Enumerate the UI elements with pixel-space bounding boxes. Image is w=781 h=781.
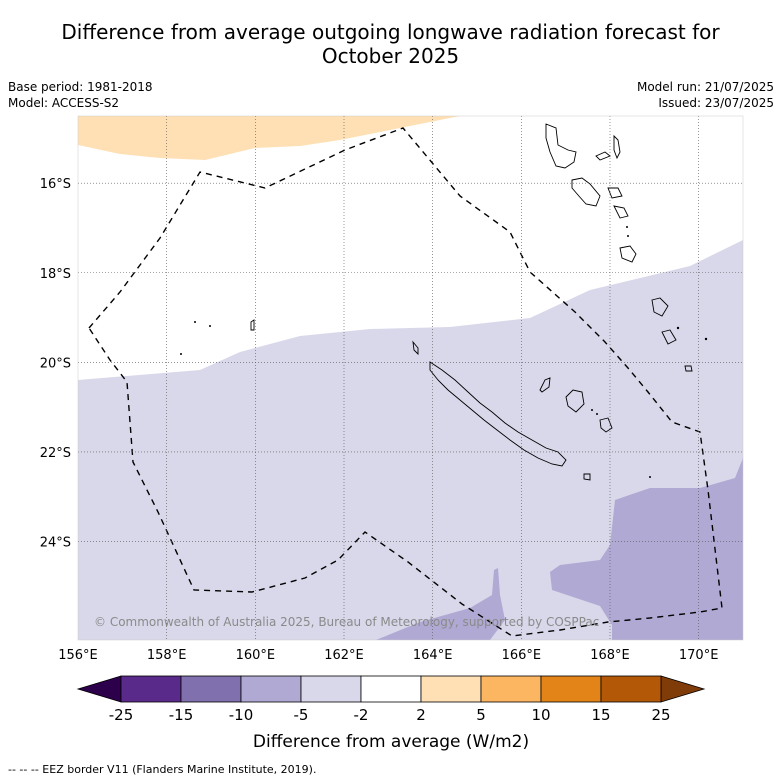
lon-tick-label: 168°E <box>590 648 630 663</box>
colorbar-tick-label: -5 <box>294 706 309 724</box>
colorbar-tick-label: -25 <box>109 706 134 724</box>
islet-10 <box>596 413 598 415</box>
colorbar-tick-label: -15 <box>169 706 194 724</box>
copyright-text: © Commonwealth of Australia 2025, Bureau… <box>94 615 599 629</box>
colorbar-tick-label: -2 <box>354 706 369 724</box>
coastlines <box>250 123 693 481</box>
lat-tick-label: 24°S <box>40 535 71 550</box>
chesterfield-reef <box>250 319 255 331</box>
islet-6 <box>704 337 708 341</box>
model-info-left: Base period: 1981-2018 Model: ACCESS-S2 <box>8 79 153 111</box>
lon-tick-label: 158°E <box>147 648 187 663</box>
base-period-text: Base period: 1981-2018 <box>8 80 153 94</box>
mare-island <box>599 417 613 433</box>
vanuatu-maewo <box>613 134 621 160</box>
lon-tick-label: 156°E <box>58 648 98 663</box>
small-islets <box>180 226 708 478</box>
colorbar-bin <box>420 675 482 703</box>
vanuatu-pentecost <box>607 187 623 199</box>
vanuatu-espiritu-santo <box>545 123 577 169</box>
longitude-labels: 156°E 158°E 160°E 162°E 164°E 166°E 168°E 170°E <box>58 648 718 663</box>
colorbar-tick-label: 15 <box>591 706 610 724</box>
model-name-text: Model: ACCESS-S2 <box>8 96 120 110</box>
anomaly-region-positive <box>78 116 460 160</box>
title-line-2: October 2025 <box>321 44 460 68</box>
colorbar-bin <box>540 675 602 703</box>
colorbar-tick-label: 5 <box>476 706 486 724</box>
isle-of-pines <box>583 473 591 481</box>
lat-tick-label: 18°S <box>40 267 71 282</box>
colorbar-extend-high <box>660 675 706 703</box>
colorbar-bin <box>600 675 662 703</box>
lifou-island <box>565 389 585 413</box>
anomaly-region-moderate-negative-2 <box>376 568 505 640</box>
islet-3 <box>180 353 182 355</box>
vanuatu-tanna <box>661 329 677 345</box>
latitude-labels: 16°S 18°S 20°S 22°S 24°S <box>40 177 71 550</box>
title-line-1: Difference from average outgoing longwav… <box>61 20 720 44</box>
colorbar-bin <box>480 675 542 703</box>
islet-2 <box>209 325 211 327</box>
anomaly-region-slight-negative <box>78 240 743 640</box>
map-area: © Commonwealth of Australia 2025, Bureau… <box>78 116 743 640</box>
issued-date-text: Issued: 23/07/2025 <box>658 96 774 110</box>
islet-8 <box>627 235 629 237</box>
islet-1 <box>194 321 196 323</box>
colorbar-bin <box>180 675 242 703</box>
colorbar-bin <box>300 675 362 703</box>
lat-tick-label: 20°S <box>40 356 71 371</box>
islet-5 <box>676 326 680 330</box>
model-info-right: Model run: 21/07/2025 Issued: 23/07/2025 <box>637 79 774 111</box>
colorbar: -25 -15 -10 -5 -2 2 5 10 15 25 Difference from av… <box>76 675 706 752</box>
vanuatu-aneityum <box>684 365 693 372</box>
colorbar-tick-label: 2 <box>416 706 426 724</box>
lon-tick-label: 170°E <box>679 648 719 663</box>
lon-tick-label: 166°E <box>502 648 542 663</box>
belep-islands <box>412 340 419 356</box>
lat-tick-label: 22°S <box>40 446 71 461</box>
colorbar-bin <box>120 675 182 703</box>
islet-4 <box>649 476 651 478</box>
ouvea-island <box>539 377 551 393</box>
model-run-text: Model run: 21/07/2025 <box>636 80 774 94</box>
vanuatu-erromango <box>651 297 669 317</box>
gridlines <box>78 116 743 640</box>
vanuatu-efate <box>619 245 637 263</box>
new-caledonia-main-island <box>429 361 567 467</box>
vanuatu-epi <box>613 205 629 219</box>
colorbar-tick-label: -10 <box>229 706 254 724</box>
vanuatu-malekula <box>571 177 601 207</box>
anomaly-region-moderate-negative <box>550 458 743 640</box>
colorbar-bin <box>360 675 422 703</box>
colorbar-bin <box>240 675 302 703</box>
lon-tick-label: 164°E <box>413 648 453 663</box>
colorbar-tick-label: 10 <box>531 706 550 724</box>
colorbar-tick-label: 25 <box>651 706 670 724</box>
lon-tick-label: 160°E <box>236 648 276 663</box>
eez-footnote: -- -- -- EEZ border V11 (Flanders Marine… <box>8 763 317 776</box>
islet-9 <box>591 409 593 411</box>
map-frame <box>77 115 744 641</box>
lat-tick-label: 16°S <box>40 177 71 192</box>
colorbar-extend-low <box>76 675 122 703</box>
map-title: Difference from average outgoing longwav… <box>0 20 781 68</box>
islet-7 <box>626 226 628 228</box>
lon-tick-label: 162°E <box>324 648 364 663</box>
eez-border <box>88 127 723 637</box>
colorbar-title: Difference from average (W/m2) <box>253 732 529 752</box>
